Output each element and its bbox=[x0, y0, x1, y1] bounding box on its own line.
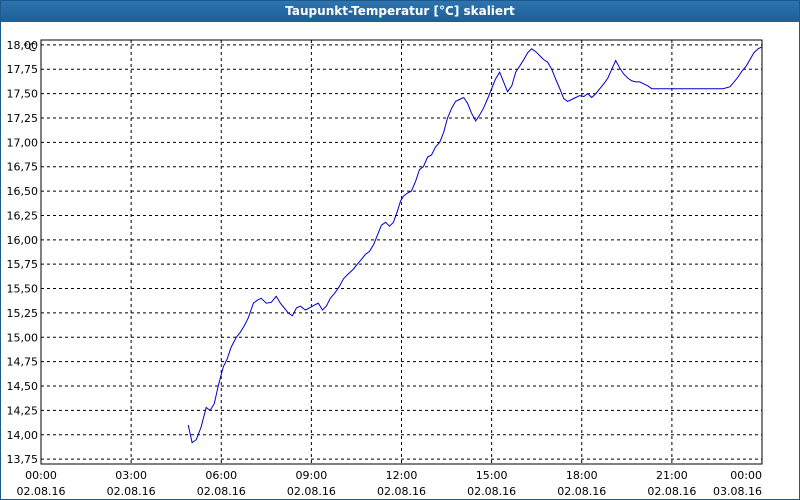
plot-area bbox=[40, 39, 763, 465]
x-tick-time: 18:00 bbox=[566, 469, 598, 482]
x-tick-time: 00:00 bbox=[730, 469, 762, 482]
series-line bbox=[187, 46, 763, 444]
chart-title: Taupunkt-Temperatur [°C] skaliert bbox=[1, 1, 799, 22]
y-tick-label: 15,25 bbox=[7, 307, 39, 320]
x-tick-date: 02.08.16 bbox=[377, 485, 426, 498]
x-tick-date: 02.08.16 bbox=[17, 485, 66, 498]
x-tick-date: 03.08.16 bbox=[713, 485, 762, 498]
y-tick-label: 14,50 bbox=[7, 380, 39, 393]
y-tick-label: 17,00 bbox=[7, 136, 39, 149]
x-tick-time: 00:00 bbox=[25, 469, 57, 482]
y-axis-unit-label: °C bbox=[23, 41, 37, 54]
y-axis: 13,75 14,00 14,25 14,50 14,75 15,00 15,25 15,50… bbox=[7, 39, 39, 466]
x-tick-date: 02.08.16 bbox=[647, 485, 696, 498]
y-tick-label: 17,50 bbox=[7, 88, 39, 101]
y-tick-label: 16,50 bbox=[7, 185, 39, 198]
x-axis: 00:00 02.08.16 03:00 02.08.16 06:00 02.08.16 0… bbox=[17, 469, 762, 498]
y-tick-label: 16,25 bbox=[7, 209, 39, 222]
y-tick-label: 15,00 bbox=[7, 331, 39, 344]
y-tick-label: 16,75 bbox=[7, 161, 39, 174]
x-tick-date: 02.08.16 bbox=[197, 485, 246, 498]
x-tick-date: 02.08.16 bbox=[467, 485, 516, 498]
x-tick-date: 02.08.16 bbox=[107, 485, 156, 498]
y-tick-label: 17,75 bbox=[7, 63, 39, 76]
x-tick-time: 12:00 bbox=[386, 469, 418, 482]
y-tick-label: 16,00 bbox=[7, 234, 39, 247]
x-tick-date: 02.08.16 bbox=[287, 485, 336, 498]
x-tick-time: 06:00 bbox=[205, 469, 237, 482]
x-tick-time: 15:00 bbox=[476, 469, 508, 482]
y-tick-label: 15,50 bbox=[7, 283, 39, 296]
y-tick-label: 14,25 bbox=[7, 404, 39, 417]
grid-lines bbox=[40, 40, 763, 464]
y-tick-label: 13,75 bbox=[7, 453, 39, 466]
x-tick-time: 09:00 bbox=[296, 469, 328, 482]
y-tick-label: 17,25 bbox=[7, 112, 39, 125]
y-tick-label: 18,00 bbox=[7, 39, 39, 52]
x-tick-time: 03:00 bbox=[115, 469, 147, 482]
y-tick-label: 15,75 bbox=[7, 258, 39, 271]
x-tick-time: 21:00 bbox=[656, 469, 688, 482]
y-tick-label: 14,00 bbox=[7, 429, 39, 442]
y-tick-label: 14,75 bbox=[7, 356, 39, 369]
x-tick-date: 02.08.16 bbox=[557, 485, 606, 498]
